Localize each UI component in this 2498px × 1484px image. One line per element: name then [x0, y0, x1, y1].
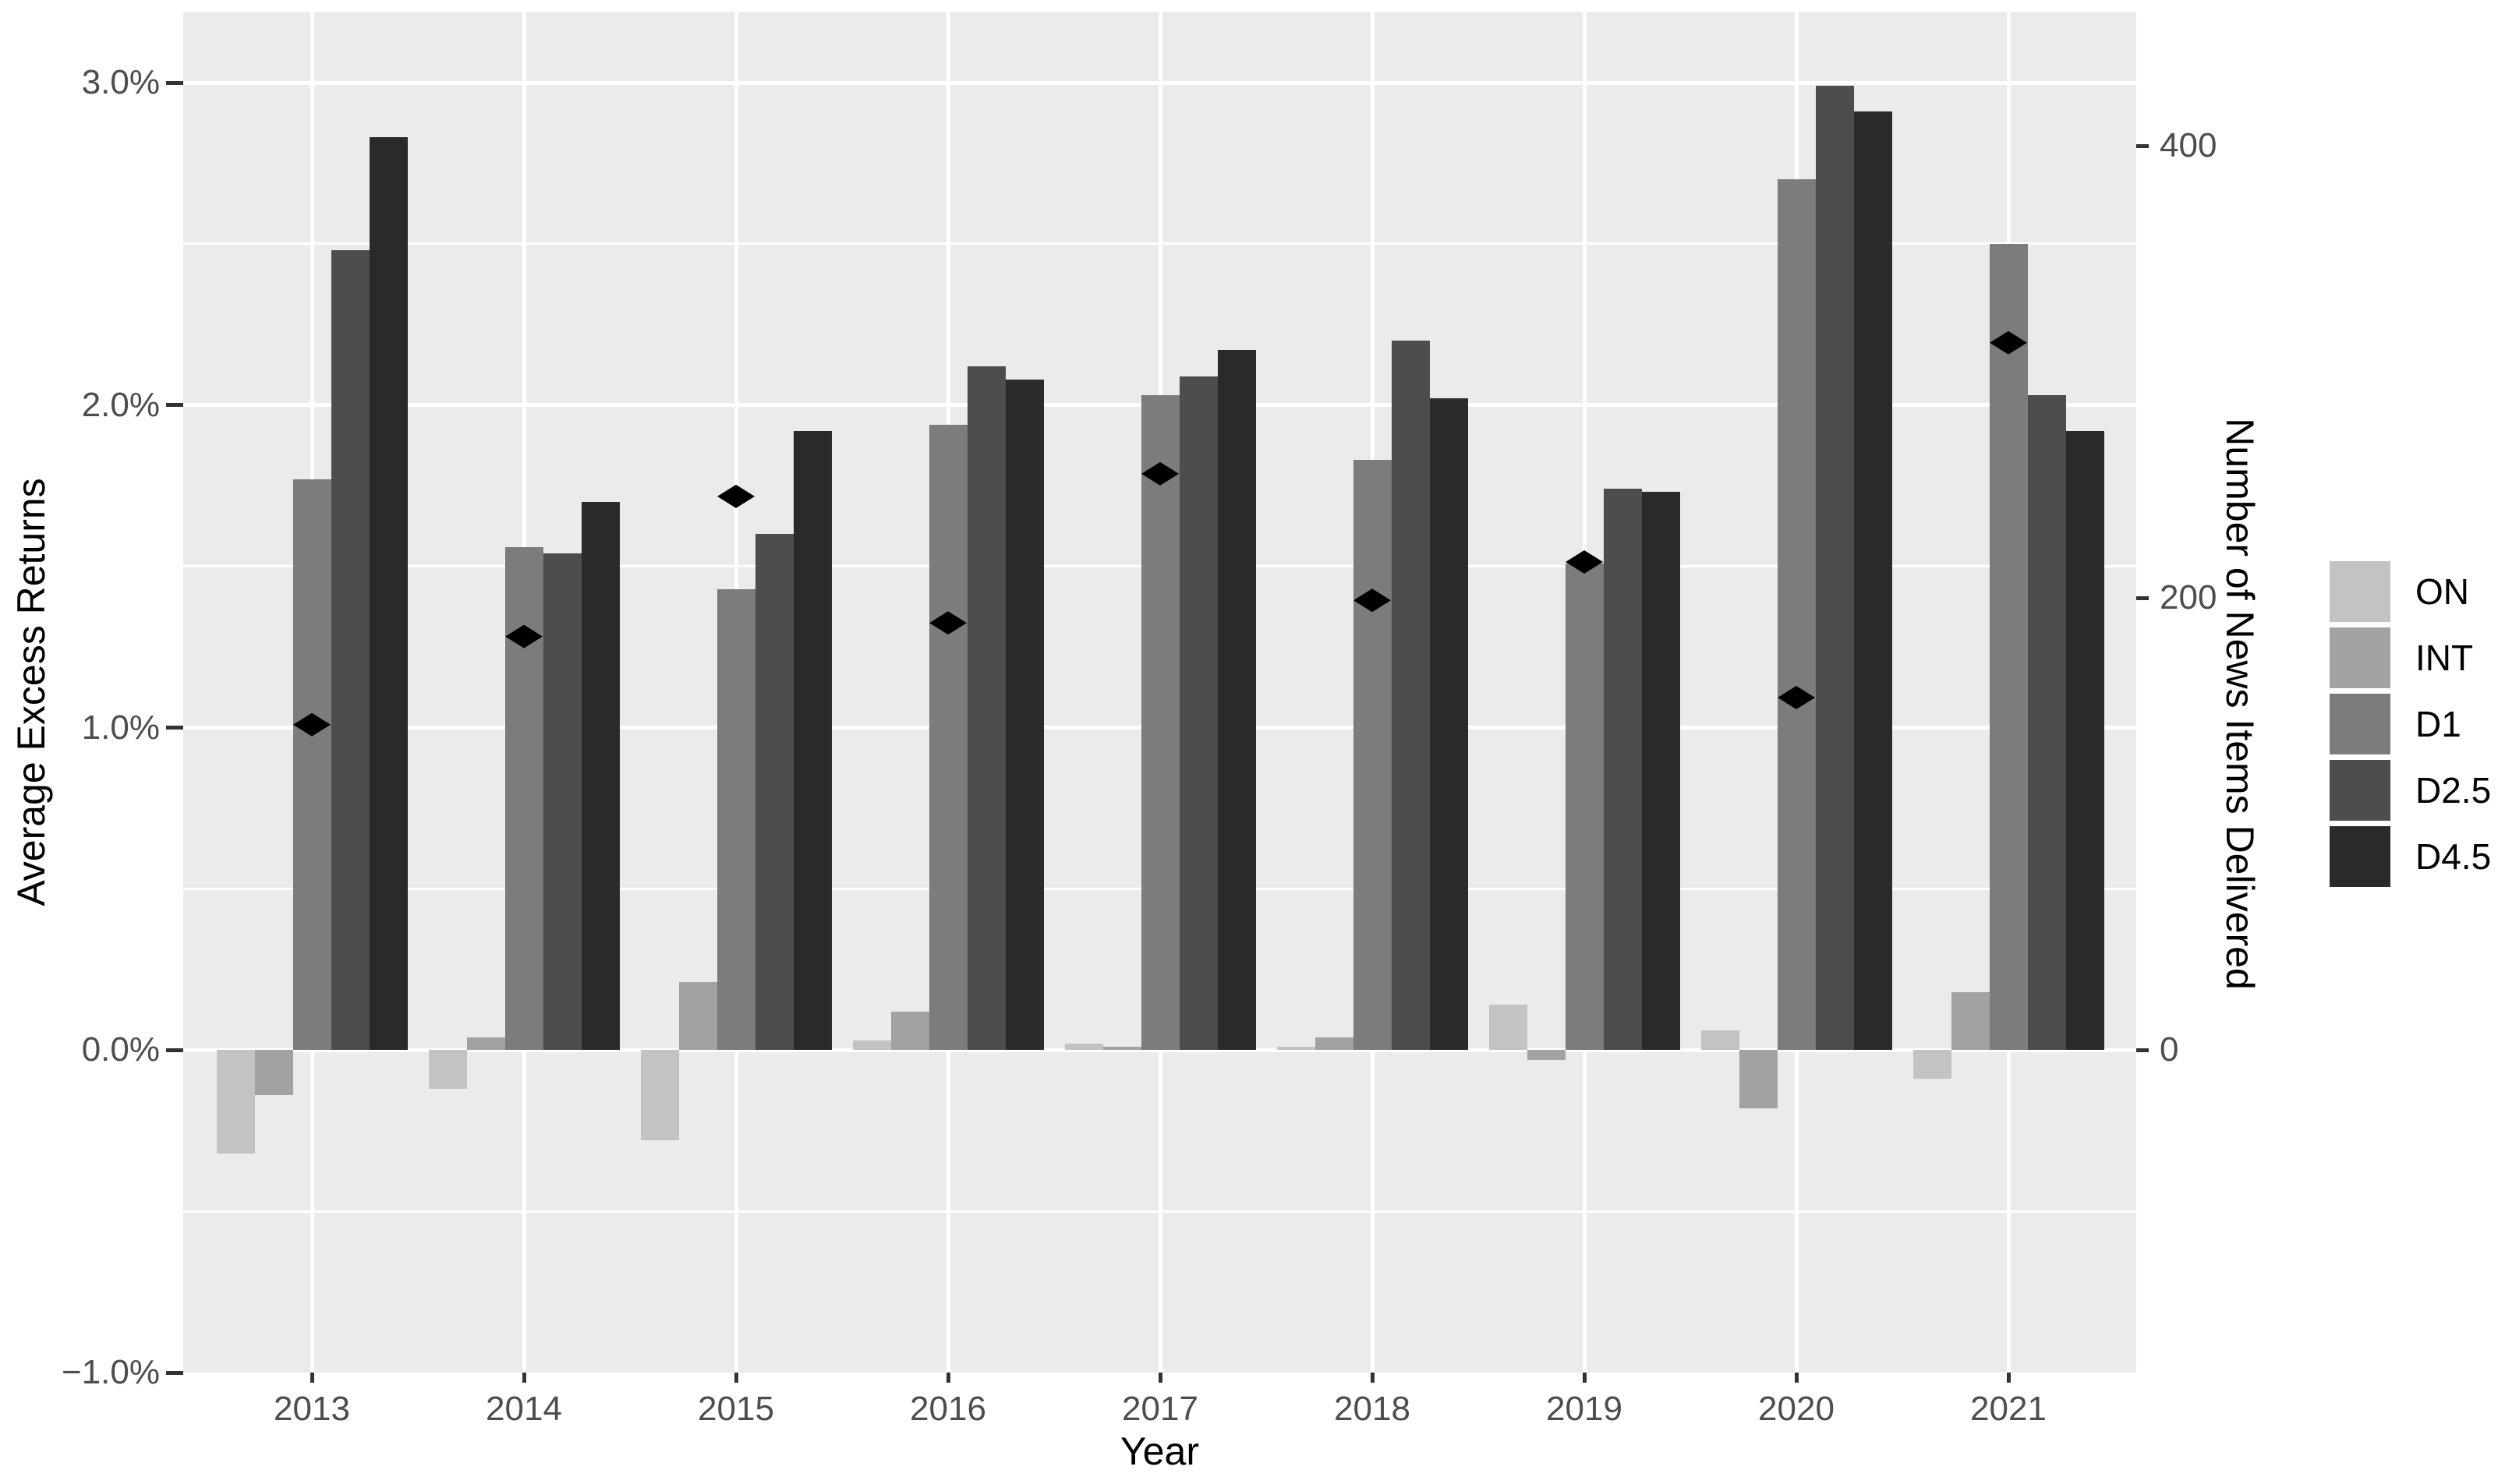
- bar-D2.5-2018: [1391, 341, 1430, 1051]
- bar-D4.5-2020: [1853, 111, 1892, 1051]
- bar-INT-2019: [1527, 1050, 1566, 1060]
- legend-label-D2.5: D2.5: [2415, 770, 2492, 811]
- bar-INT-2021: [1951, 991, 1990, 1051]
- bar-D2.5-2015: [755, 534, 794, 1051]
- legend-swatch-INT: [2330, 627, 2390, 688]
- bar-D2.5-2014: [543, 553, 582, 1051]
- y-left-tick-label: −1.0%: [62, 1353, 160, 1391]
- x-tick: [734, 1373, 738, 1383]
- x-tick: [946, 1373, 950, 1383]
- x-tick-label: 2017: [1122, 1390, 1198, 1428]
- bar-D1-2021: [1989, 243, 2028, 1051]
- bar-ON-2018: [1276, 1047, 1315, 1051]
- x-axis-title: Year: [1120, 1429, 1200, 1473]
- y-left-tick: [166, 1370, 183, 1375]
- bar-INT-2016: [890, 1011, 929, 1051]
- bar-D4.5-2018: [1429, 398, 1468, 1051]
- x-tick-label: 2015: [698, 1390, 774, 1428]
- y-right-tick-label: 0: [2160, 1030, 2179, 1069]
- bar-INT-2018: [1314, 1037, 1353, 1051]
- y-left-tick-label: 2.0%: [81, 385, 160, 424]
- x-tick: [1158, 1373, 1162, 1383]
- right-axis-title: Number of News Items Delivered: [2218, 418, 2262, 990]
- bar-D4.5-2016: [1005, 379, 1044, 1051]
- bar-ON-2016: [852, 1040, 891, 1051]
- bar-ON-2014: [428, 1050, 467, 1089]
- bar-ON-2019: [1488, 1005, 1527, 1051]
- x-tick: [522, 1373, 526, 1383]
- x-tick: [1370, 1373, 1375, 1383]
- x-tick: [310, 1373, 314, 1383]
- news-items-diamond: [717, 484, 755, 508]
- bar-D1-2013: [292, 479, 331, 1051]
- x-tick-label: 2016: [910, 1390, 986, 1428]
- bar-INT-2015: [678, 982, 717, 1051]
- x-tick-label: 2019: [1546, 1390, 1622, 1428]
- y-left-tick-label: 3.0%: [81, 63, 160, 102]
- bar-D1-2017: [1141, 395, 1180, 1051]
- y-right-tick: [2136, 1048, 2149, 1052]
- bar-ON-2021: [1912, 1050, 1951, 1079]
- x-tick: [2006, 1373, 2011, 1383]
- y-right-tick-label: 400: [2160, 126, 2217, 165]
- y-left-tick-label: 0.0%: [81, 1030, 160, 1069]
- left-axis-title: Average Excess Returns: [9, 478, 53, 906]
- y-right-tick: [2136, 143, 2149, 148]
- legend-label-D4.5: D4.5: [2415, 836, 2492, 877]
- x-tick-label: 2018: [1334, 1390, 1410, 1428]
- bar-D1-2018: [1353, 460, 1392, 1051]
- x-tick-label: 2013: [274, 1390, 350, 1428]
- bar-INT-2020: [1739, 1050, 1778, 1108]
- bar-ON-2015: [640, 1050, 679, 1141]
- bar-D4.5-2021: [2065, 430, 2104, 1051]
- bar-D4.5-2014: [581, 501, 620, 1051]
- y-left-tick: [166, 403, 183, 408]
- bar-INT-2014: [466, 1037, 505, 1051]
- bar-D1-2019: [1565, 563, 1604, 1051]
- y-left-tick-label: 1.0%: [81, 708, 160, 747]
- legend-swatch-D4.5: [2330, 826, 2390, 887]
- y-left-tick: [166, 1048, 183, 1052]
- bar-D4.5-2015: [793, 430, 832, 1051]
- bar-ON-2013: [216, 1050, 255, 1154]
- bar-D1-2015: [716, 588, 755, 1051]
- y-right-tick: [2136, 595, 2149, 600]
- y-right-tick-label: 200: [2160, 578, 2217, 617]
- bar-D2.5-2013: [331, 250, 370, 1051]
- y-left-tick: [166, 80, 183, 85]
- bar-D4.5-2013: [369, 137, 408, 1051]
- legend-swatch-D1: [2330, 694, 2390, 754]
- x-tick-label: 2020: [1758, 1390, 1835, 1428]
- bar-ON-2017: [1064, 1043, 1103, 1051]
- bar-INT-2013: [254, 1050, 293, 1096]
- bar-D4.5-2017: [1217, 350, 1256, 1051]
- x-tick-label: 2014: [486, 1390, 562, 1428]
- bar-ON-2020: [1700, 1030, 1739, 1051]
- bar-D1-2014: [504, 546, 543, 1051]
- bar-D2.5-2021: [2027, 395, 2066, 1051]
- legend-label-D1: D1: [2415, 704, 2461, 744]
- x-tick-label: 2021: [1970, 1390, 2047, 1428]
- bar-D2.5-2017: [1179, 376, 1218, 1051]
- x-tick: [1582, 1373, 1587, 1383]
- bar-D2.5-2016: [967, 366, 1006, 1051]
- y-left-tick: [166, 726, 183, 730]
- legend-swatch-D2.5: [2330, 760, 2390, 821]
- legend-swatch-ON: [2330, 561, 2390, 622]
- legend-label-INT: INT: [2415, 638, 2474, 678]
- bar-D1-2020: [1777, 179, 1816, 1051]
- bar-D1-2016: [929, 424, 968, 1051]
- bar-D4.5-2019: [1641, 492, 1680, 1051]
- legend-label-ON: ON: [2415, 571, 2469, 612]
- bar-INT-2017: [1102, 1047, 1141, 1051]
- bar-D2.5-2019: [1603, 489, 1642, 1051]
- x-tick: [1794, 1373, 1799, 1383]
- plot-panel: [183, 12, 2136, 1373]
- bar-D2.5-2020: [1815, 86, 1854, 1051]
